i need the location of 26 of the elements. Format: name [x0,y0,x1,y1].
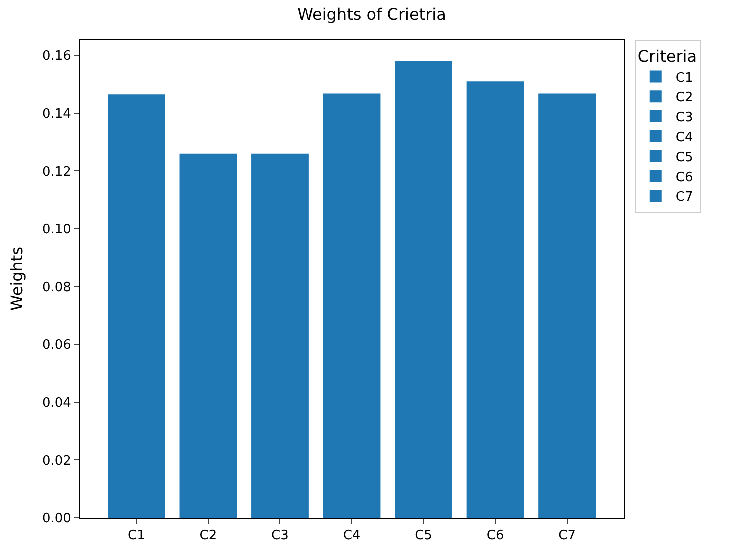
y-tick-label: 0.10 [42,222,72,238]
legend-label: C1 [676,70,694,86]
x-tick-label: C7 [558,528,576,544]
y-tick-label: 0.16 [42,49,72,64]
x-tick-label: C3 [272,528,289,544]
y-tick-label: 0.04 [42,396,72,411]
x-tick-label: C4 [343,528,361,544]
y-tick-label: 0.14 [42,106,72,122]
y-tick-label: 0.06 [42,338,72,354]
x-tick-label: C1 [128,528,146,544]
legend-label: C5 [676,150,694,166]
x-tick-label: C6 [486,528,504,544]
y-axis-title: Weights [7,246,26,312]
legend-label: C6 [676,170,694,186]
y-tick-label: 0.12 [42,164,72,180]
legend-label: C3 [676,110,694,126]
x-tick-label: C2 [200,528,218,544]
y-tick-label: 0.02 [42,454,72,469]
legend-title: Criteria [638,46,698,66]
x-tick-label: C5 [415,528,432,544]
y-tick-label: 0.00 [42,512,72,527]
y-tick-label: 0.08 [42,280,72,296]
legend-label: C2 [676,90,694,106]
legend-label: C4 [676,130,694,146]
legend-label: C7 [676,190,694,206]
chart-title: Weights of Crietria [298,5,446,24]
